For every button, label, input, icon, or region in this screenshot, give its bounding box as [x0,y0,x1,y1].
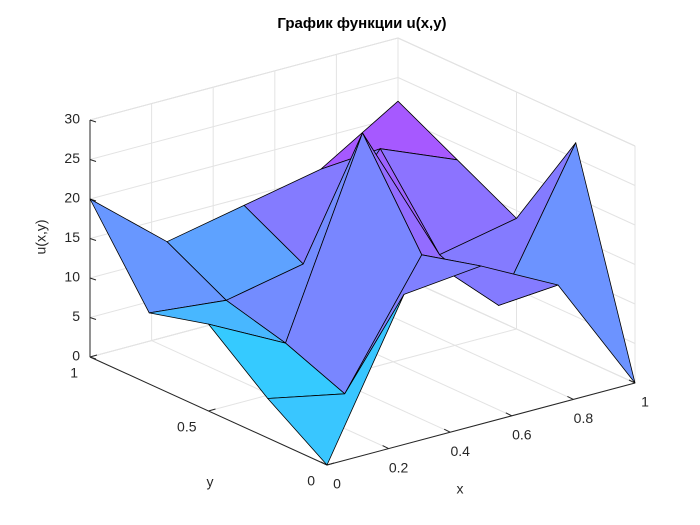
grid-line [89,37,399,121]
x-tick-label: 0.8 [574,410,594,426]
tick-mark [89,317,97,320]
tick-mark [320,461,328,466]
tick-mark [89,354,98,358]
z-tick-label: 0 [72,348,80,364]
tick-mark [89,159,97,162]
tick-mark [208,408,216,412]
grid-line [397,116,636,226]
grid-line [397,77,636,186]
z-tick-label: 5 [72,308,80,324]
tick-mark [443,428,451,433]
y-tick-label: 0 [307,473,315,489]
tick-mark [382,445,389,450]
grid-line [89,116,399,200]
x-tick-label: 0.4 [450,443,470,459]
chart-title: График функции u(x,y) [277,15,446,32]
z-tick-label: 10 [64,269,80,285]
y-axis-label: y [207,474,214,490]
z-tick-label: 20 [64,190,80,206]
x-axis [326,382,636,466]
y-tick-label: 0.5 [177,419,197,435]
tick-mark [89,238,97,241]
z-tick-label: 15 [64,229,80,245]
tick-mark [89,277,97,281]
z-axis-label: u(x,y) [33,220,49,255]
x-tick-label: 0.2 [389,459,409,475]
grid-line [397,274,636,384]
x-tick-label: 1 [641,394,649,410]
tick-mark [628,379,636,384]
y-tick-label: 1 [70,365,78,381]
tick-mark [89,119,97,123]
x-tick-label: 0.6 [512,427,532,443]
tick-mark [567,395,574,400]
grid-line [397,37,636,147]
surface-face [267,293,405,466]
tick-mark [326,462,335,466]
z-tick-label: 25 [64,150,80,166]
tick-mark [505,412,513,417]
grid-line [89,77,399,160]
x-tick-label: 0 [333,476,341,492]
x-axis-label: x [457,481,464,497]
z-tick-label: 30 [64,111,80,127]
tick-mark [89,356,97,360]
